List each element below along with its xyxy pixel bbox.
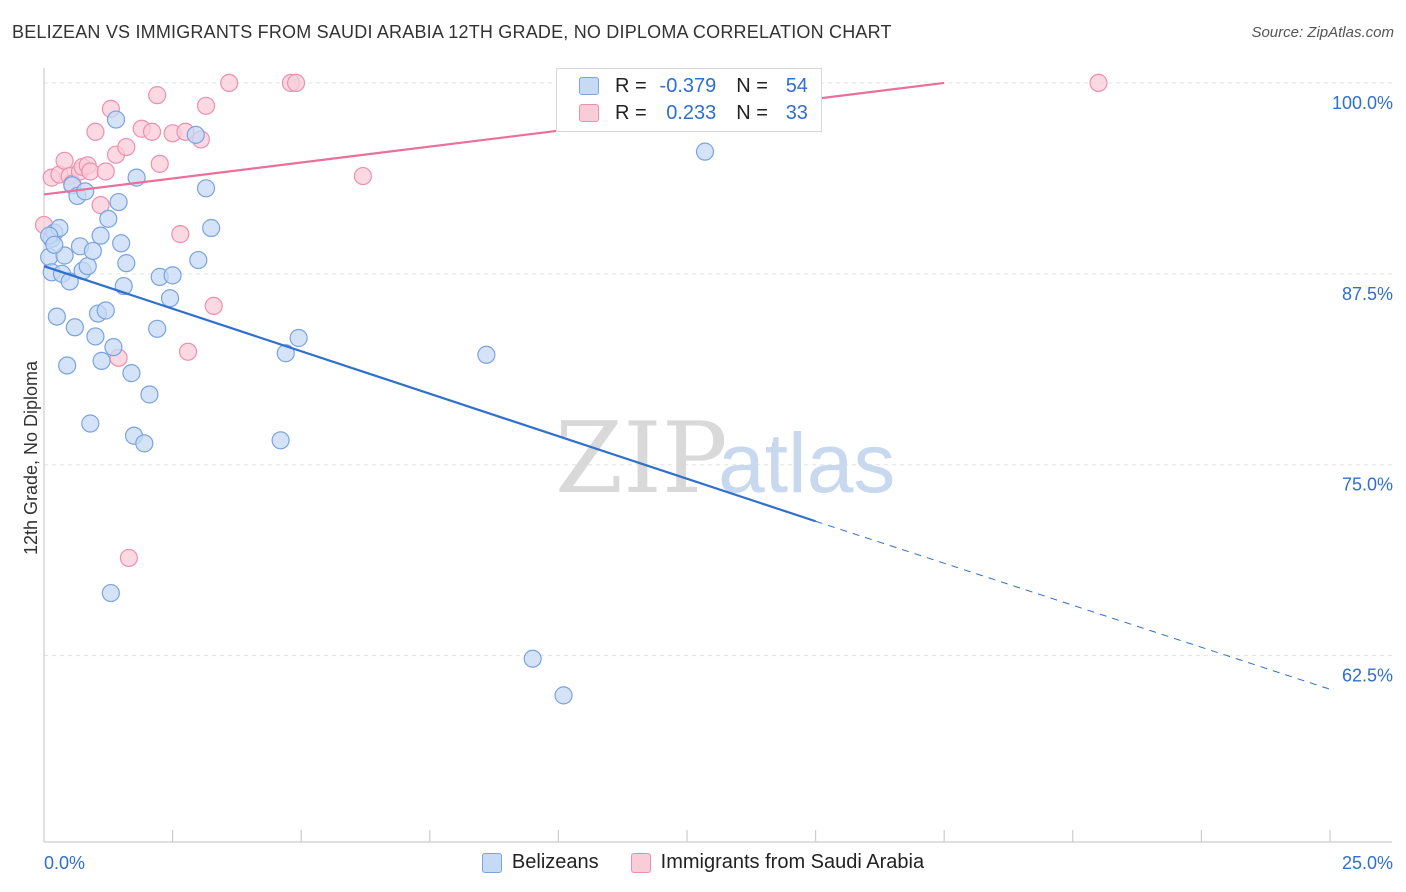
belizean-point [160,289,180,308]
belizean-trend-line [43,265,816,523]
belizean-point [148,319,167,338]
belizean-point [86,327,105,346]
trend-lines [43,81,1331,690]
legend-item-saudi-arabia[interactable]: Immigrants from Saudi Arabia [630,851,925,874]
belizean-point [189,250,208,270]
belizean-point [202,218,221,238]
saudi-arabia-point [196,96,216,115]
series-legend: Belizeans Immigrants from Saudi Arabia [0,851,1406,874]
belizean-point [271,431,290,450]
y-tick-label: 75.0% [1342,475,1393,495]
saudi-arabia-point [353,166,373,186]
source-label: Source: ZipAtlas.com [1251,24,1394,41]
belizean-point [83,241,102,261]
belizean-point [109,192,128,212]
chart-title: BELIZEAN VS IMMIGRANTS FROM SAUDI ARABIA… [12,22,892,42]
y-axis-label: 12th Grade, No Diploma [21,360,41,555]
saudi-arabia-point [178,342,198,361]
belizean-point [186,125,205,144]
watermark-zip: ZIP [555,402,728,516]
legend-r-label: R = [615,101,647,124]
tick-labels: 100.0% 87.5% 75.0% 62.5% 0.0% 25.0% [44,93,1393,873]
belizean-point [163,266,182,285]
saudi-arabia-point [148,86,167,105]
belizean-point [140,385,159,404]
saudi-arabia-point [204,296,223,316]
legend-swatch-pink [579,104,599,122]
saudi-arabia-point [1089,73,1108,93]
saudi-arabia-point [91,195,110,215]
legend-n-label: N = [736,74,768,97]
belizean-point [523,649,542,668]
legend-label: Immigrants from Saudi Arabia [660,851,925,873]
belizean-point [78,257,97,276]
y-tick-label: 62.5% [1342,666,1393,686]
legend-r-value: -0.379 [659,74,717,97]
saudi-arabia-point [117,137,136,157]
saudi-arabia-point [55,151,74,170]
belizean-point [122,364,141,383]
legend-item-belizeans[interactable]: Belizeans [481,851,599,874]
saudi-arabia-point [171,225,190,244]
belizean-point [112,234,131,253]
belizean-point [92,351,111,370]
legend-swatch-blue [579,77,599,95]
belizean-point [104,338,123,357]
saudi-arabia-point [96,162,115,181]
belizean-point [99,209,118,228]
belizean-point [695,142,715,161]
legend-r-value: 0.233 [666,101,717,124]
belizean-point [135,434,154,453]
x-tick-label: 25.0% [1342,853,1393,873]
belizean-point [47,307,66,326]
legend-n-value: 33 [785,101,808,124]
legend-n-label: N = [736,101,768,124]
belizean-point [96,301,115,320]
belizean-point [65,318,84,337]
belizean-point [289,328,308,348]
saudi-arabia-point [220,73,239,93]
legend-swatch-pink [630,852,651,873]
saudi-arabia-point [119,548,138,568]
legend-row-belizeans: R = -0.379 N = 54 [579,74,808,98]
legend-row-saudi-arabia: R = 0.233 N = 33 [579,101,808,125]
saudi-arabia-point [286,73,306,93]
watermark-atlas: atlas [718,416,895,510]
legend-swatch-blue [481,852,502,873]
belizean-point [117,254,136,273]
belizean-point [554,686,573,705]
legend-n-value: 54 [785,74,808,97]
belizean-point [101,583,120,603]
correlation-legend: R = -0.379 N = 54 R = 0.233 N = 33 [556,68,822,132]
series-belizeans [40,110,715,705]
belizean-point [45,235,64,254]
belizean-point [106,110,126,129]
saudi-arabia-point [81,162,100,181]
legend-label: Belizeans [511,851,599,873]
saudi-arabia-point [142,122,162,141]
belizean-point [91,226,110,245]
belizean-point [58,356,77,375]
belizean-point [76,182,95,201]
belizean-point [477,345,496,364]
x-tick-label: 0.0% [44,853,85,873]
belizean-point [196,179,216,198]
saudi-arabia-point [86,122,105,141]
belizean-point [81,414,100,433]
saudi-arabia-point [150,154,169,173]
series-immigrants-saudi-arabia [34,73,1108,568]
legend-r-label: R = [615,74,647,97]
y-tick-label: 87.5% [1342,284,1393,304]
belizean-trend-extension [815,520,1331,690]
y-tick-label: 100.0% [1332,93,1393,113]
axes [43,68,1392,843]
belizean-point [276,344,295,363]
